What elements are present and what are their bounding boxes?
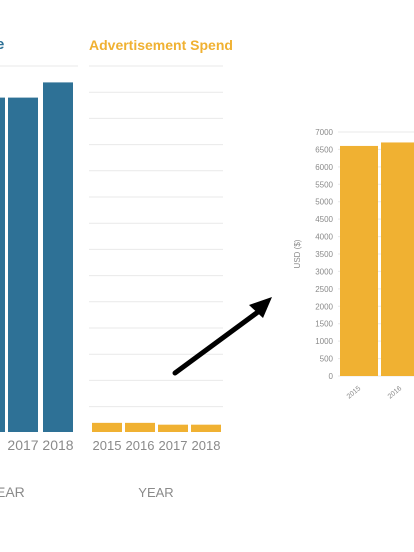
bar — [340, 145, 378, 376]
arrow-icon — [172, 297, 272, 376]
y-tick-label: 4500 — [315, 215, 333, 224]
bar — [8, 97, 38, 432]
bar — [381, 142, 414, 376]
bar — [125, 422, 155, 432]
tick-label: 2016 — [387, 385, 404, 400]
y-tick-label: 5000 — [315, 198, 333, 207]
y-tick-label: 4000 — [315, 233, 333, 242]
y-tick-label: 500 — [320, 355, 334, 364]
left-chart: 2017 2018 EAR — [0, 65, 78, 500]
left-chart-title: e — [0, 36, 5, 53]
bar — [43, 82, 73, 433]
tick-label: 2018 — [192, 438, 221, 453]
y-tick-label: 7000 — [315, 128, 333, 137]
tick-label: 2015 — [93, 438, 122, 453]
y-tick-label: 6000 — [315, 163, 333, 172]
y-tick-label: 1500 — [315, 320, 333, 329]
right-chart: 7000650060005500500045004000350030002500… — [293, 128, 414, 401]
tick-label: 2017 — [159, 438, 188, 453]
bar — [0, 97, 5, 432]
bar — [158, 424, 188, 432]
tick-label: 2017 — [7, 437, 38, 453]
y-tick-label: 3000 — [315, 267, 333, 276]
y-tick-label: 6500 — [315, 145, 333, 154]
middle-chart-title: Advertisement Spend — [89, 37, 233, 53]
x-axis-label: YEAR — [138, 485, 173, 500]
y-tick-label: 1000 — [315, 337, 333, 346]
y-axis-label: USD ($) — [293, 239, 302, 268]
y-tick-label: 3500 — [315, 250, 333, 259]
y-tick-label: 2000 — [315, 302, 333, 311]
tick-label: 2016 — [126, 438, 155, 453]
y-tick-label: 5500 — [315, 180, 333, 189]
y-tick-label: 0 — [329, 372, 334, 381]
tick-label: 2015 — [346, 385, 363, 400]
tick-label: 2018 — [42, 437, 73, 453]
bar — [92, 422, 122, 432]
bar — [191, 424, 221, 432]
middle-chart: 2015 2016 2017 2018 YEAR — [89, 65, 223, 500]
y-tick-label: 2500 — [315, 285, 333, 294]
x-axis-label: EAR — [0, 484, 25, 500]
